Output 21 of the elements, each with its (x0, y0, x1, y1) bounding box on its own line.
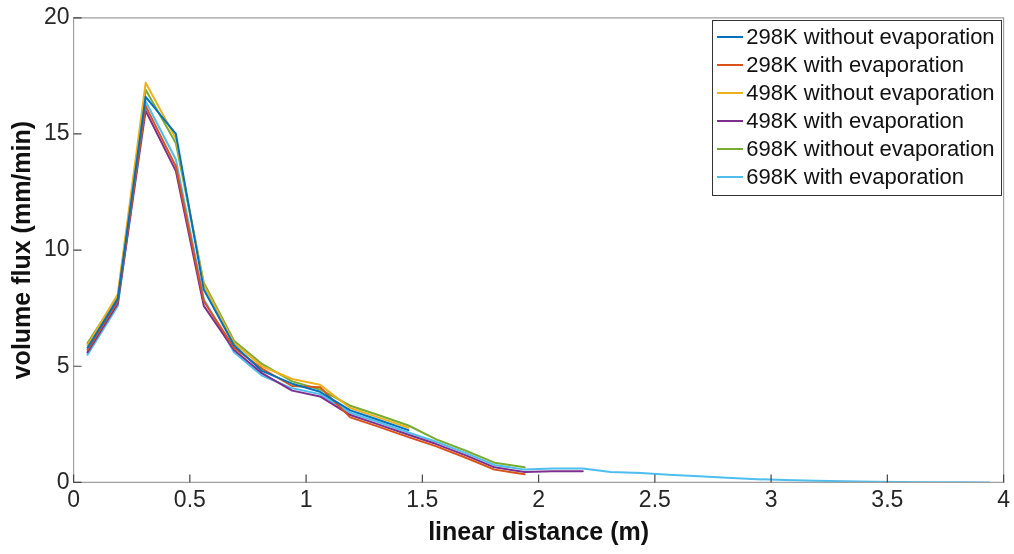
x-tick-label: 1 (299, 485, 313, 512)
x-tick-label: 1.5 (406, 485, 439, 512)
x-axis-title: linear distance (m) (428, 516, 650, 545)
y-tick-label: 0 (56, 467, 70, 494)
legend-label: 498K with evaporation (746, 106, 965, 135)
x-tick-label: 4 (997, 485, 1011, 512)
legend-label: 698K without evaporation (746, 134, 995, 163)
y-tick-label: 5 (56, 351, 70, 378)
y-tick-label: 10 (43, 235, 70, 262)
y-axis-title: volume flux (mm/min) (6, 120, 35, 380)
x-tick-label: 3.5 (871, 485, 904, 512)
y-tick-label: 20 (43, 3, 70, 30)
x-tick-label: 0.5 (173, 485, 206, 512)
x-tick-label: 2.5 (638, 485, 671, 512)
legend-label: 498K without evaporation (746, 78, 995, 107)
y-tick-label: 15 (43, 119, 70, 146)
x-tick-label: 2 (532, 485, 545, 512)
legend-label: 698K with evaporation (746, 162, 965, 191)
legend-label: 298K without evaporation (746, 22, 995, 51)
x-tick-label: 3 (764, 485, 778, 512)
legend-label: 298K with evaporation (746, 50, 965, 79)
